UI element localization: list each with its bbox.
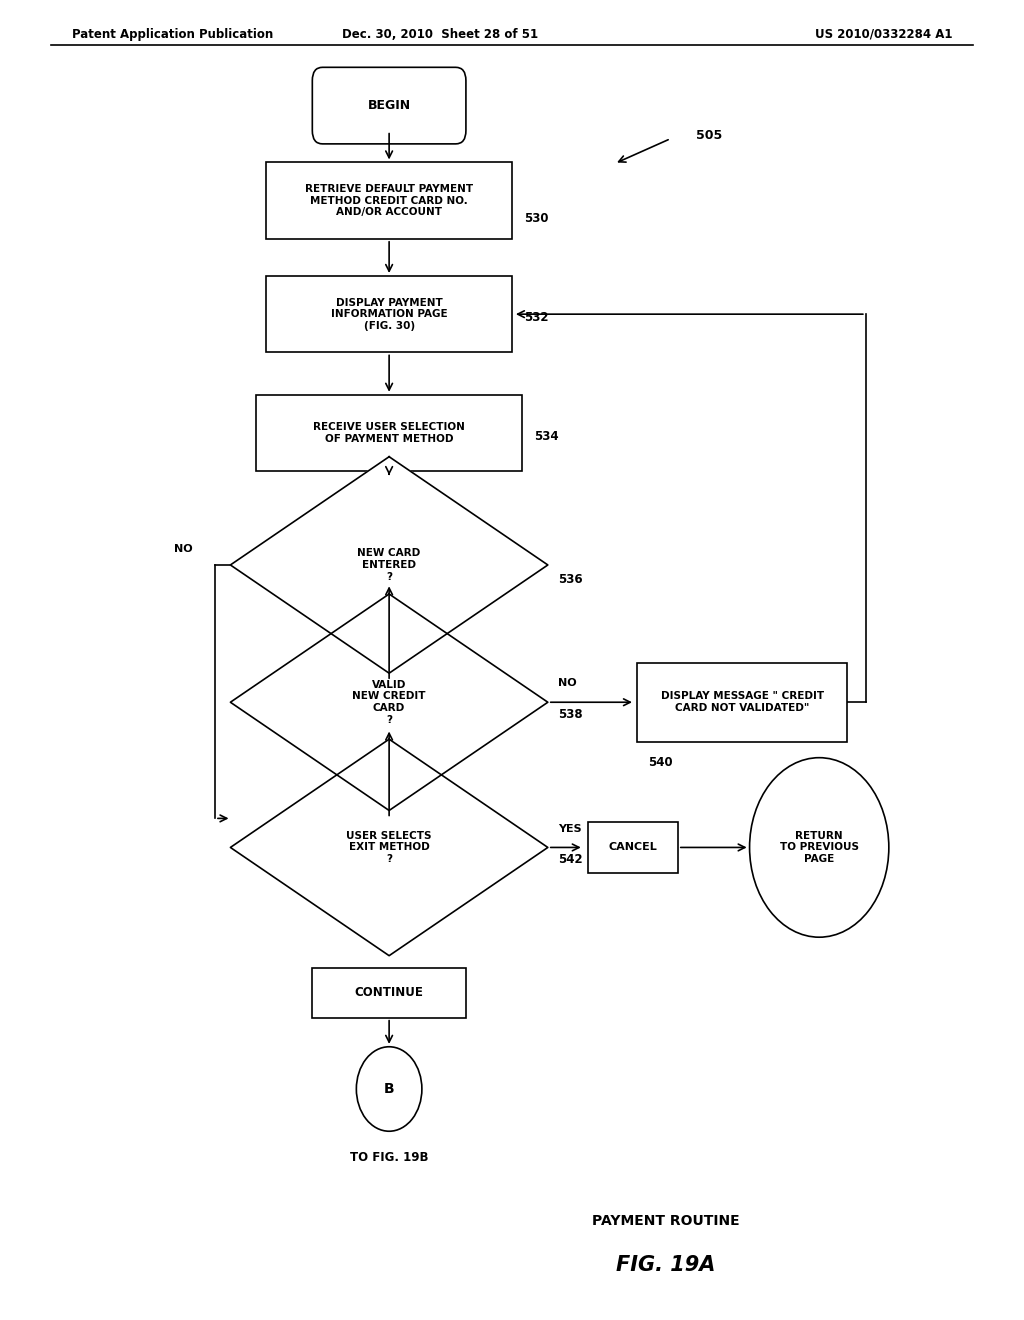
Text: YES: YES: [371, 694, 394, 705]
Text: CONTINUE: CONTINUE: [354, 986, 424, 999]
Text: NO: NO: [174, 544, 193, 554]
Text: RECEIVE USER SELECTION
OF PAYMENT METHOD: RECEIVE USER SELECTION OF PAYMENT METHOD: [313, 422, 465, 444]
Polygon shape: [230, 457, 548, 673]
Bar: [266, 276, 512, 352]
Text: 534: 534: [535, 429, 559, 442]
Text: 532: 532: [524, 310, 549, 323]
Text: 505: 505: [696, 129, 723, 143]
Text: USER SELECTS
EXIT METHOD
?: USER SELECTS EXIT METHOD ?: [346, 830, 432, 865]
Bar: [266, 162, 512, 239]
Circle shape: [750, 758, 889, 937]
Text: 536: 536: [558, 573, 583, 586]
Text: VALID
NEW CREDIT
CARD
?: VALID NEW CREDIT CARD ?: [352, 680, 426, 725]
Text: YES: YES: [371, 832, 394, 842]
Bar: [588, 822, 678, 873]
Text: NO: NO: [558, 678, 577, 689]
Bar: [256, 395, 522, 471]
Text: CANCEL: CANCEL: [608, 842, 657, 853]
Text: DISPLAY PAYMENT
INFORMATION PAGE
(FIG. 30): DISPLAY PAYMENT INFORMATION PAGE (FIG. 3…: [331, 297, 447, 331]
Text: RETURN
TO PREVIOUS
PAGE: RETURN TO PREVIOUS PAGE: [779, 830, 859, 865]
Text: 538: 538: [558, 708, 583, 721]
Circle shape: [356, 1047, 422, 1131]
Polygon shape: [230, 739, 548, 956]
Text: FIG. 19A: FIG. 19A: [615, 1254, 716, 1275]
Bar: [312, 968, 466, 1018]
Text: RETRIEVE DEFAULT PAYMENT
METHOD CREDIT CARD NO.
AND/OR ACCOUNT: RETRIEVE DEFAULT PAYMENT METHOD CREDIT C…: [305, 183, 473, 218]
Text: Patent Application Publication: Patent Application Publication: [72, 28, 273, 41]
Text: NEW CARD
ENTERED
?: NEW CARD ENTERED ?: [357, 548, 421, 582]
Text: B: B: [384, 1082, 394, 1096]
Text: NO: NO: [371, 977, 389, 987]
Polygon shape: [230, 594, 548, 810]
Text: 530: 530: [524, 211, 549, 224]
Text: US 2010/0332284 A1: US 2010/0332284 A1: [815, 28, 952, 41]
Text: YES: YES: [558, 824, 582, 834]
Bar: [637, 663, 847, 742]
Text: DISPLAY MESSAGE " CREDIT
CARD NOT VALIDATED": DISPLAY MESSAGE " CREDIT CARD NOT VALIDA…: [660, 692, 824, 713]
FancyBboxPatch shape: [312, 67, 466, 144]
Text: PAYMENT ROUTINE: PAYMENT ROUTINE: [592, 1214, 739, 1228]
Text: TO FIG. 19B: TO FIG. 19B: [350, 1151, 428, 1164]
Text: 540: 540: [647, 755, 673, 768]
Text: BEGIN: BEGIN: [368, 99, 411, 112]
Text: Dec. 30, 2010  Sheet 28 of 51: Dec. 30, 2010 Sheet 28 of 51: [342, 28, 539, 41]
Text: 542: 542: [558, 853, 583, 866]
